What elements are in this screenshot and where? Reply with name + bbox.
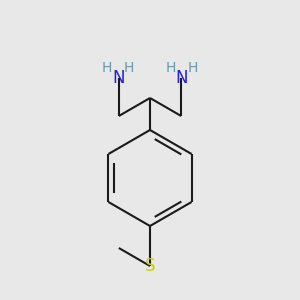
Text: S: S: [145, 257, 155, 275]
Text: H: H: [166, 61, 176, 75]
Text: N: N: [175, 69, 188, 87]
Text: H: H: [102, 61, 112, 75]
Text: H: H: [124, 61, 134, 75]
Text: H: H: [188, 61, 198, 75]
Text: N: N: [112, 69, 125, 87]
